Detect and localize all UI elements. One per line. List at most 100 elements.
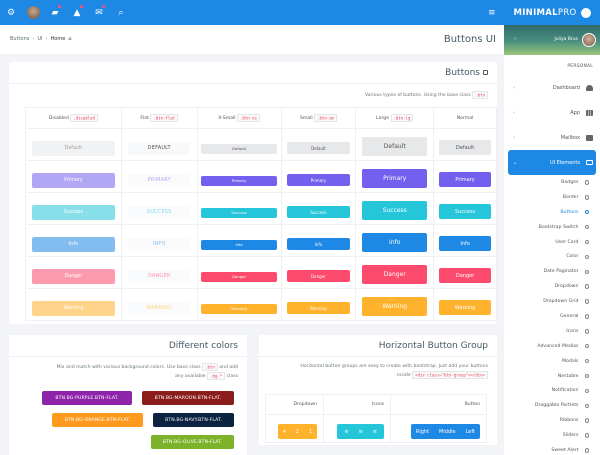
circle-icon: [584, 403, 589, 409]
code-snippet: .btn-sm: [314, 113, 337, 122]
info-sm-button[interactable]: Info: [286, 238, 350, 251]
sidebar-item-ui-elements[interactable]: ⌄ UI Elements: [508, 150, 596, 175]
external-link-icon[interactable]: [483, 70, 488, 75]
sidebar-subitem-notification[interactable]: Notification: [504, 383, 600, 398]
sidebar-subitem-bootstrap-switch[interactable]: Bootstrap Switch: [504, 220, 600, 235]
sidebar-subitem-dropdown-grid[interactable]: Dropdown Grid: [504, 294, 600, 309]
sidebar-subitem-draggable-portlets[interactable]: Draggable Portlets: [504, 398, 600, 413]
page-header: Buttons › UI › Home ⌂ Buttons UI: [0, 25, 504, 54]
warning-flat-button[interactable]: WARNING: [128, 301, 191, 315]
sidebar-subitem-ribbons[interactable]: Ribbons: [504, 413, 600, 428]
group-button-1[interactable]: 1: [308, 428, 312, 435]
message-icon[interactable]: ▰: [44, 0, 66, 25]
mail-icon[interactable]: ✉: [88, 0, 110, 25]
bg-navy-button[interactable]: BTN.BG-NAVY.BTN-FLAT.: [153, 413, 234, 427]
sidebar-subitem-sliders[interactable]: Sliders: [504, 428, 600, 443]
default-sm-button[interactable]: Default: [286, 142, 350, 155]
default-lg-button[interactable]: Default: [362, 137, 428, 156]
default-flat-button[interactable]: DEFAULT: [128, 141, 191, 155]
page-title: Buttons UI: [443, 34, 496, 45]
success-sm-button[interactable]: Success: [286, 206, 350, 219]
danger-disabled-button: Danger: [31, 268, 115, 284]
default-button[interactable]: Default: [439, 140, 492, 156]
bell-icon[interactable]: ▲: [66, 0, 88, 25]
success-flat-button[interactable]: SUCCESS: [128, 205, 191, 219]
sidebar-item-mailbox[interactable]: ‹ Mailbox: [504, 125, 600, 150]
circle-icon: [584, 254, 589, 260]
group-button-2[interactable]: 2: [295, 428, 299, 435]
info-flat-button[interactable]: INFO: [128, 237, 191, 251]
left-button[interactable]: Left: [465, 428, 475, 435]
user-avatar[interactable]: [22, 0, 44, 25]
primary-lg-button[interactable]: Primary: [362, 169, 428, 188]
sidebar-subitem-icons[interactable]: Icons: [504, 324, 600, 339]
sidebar-subitem-color[interactable]: Color: [504, 249, 600, 264]
sidebar-subitem-dropdown[interactable]: Dropdown: [504, 279, 600, 294]
circle-icon: [584, 358, 589, 364]
warning-lg-button[interactable]: Warning: [362, 297, 428, 316]
breadcrumb-buttons[interactable]: Buttons: [10, 36, 30, 42]
search-icon[interactable]: ⌕: [118, 7, 124, 18]
profile-avatar[interactable]: [582, 33, 596, 47]
sidebar-subitem-badges[interactable]: Badges: [504, 175, 600, 190]
sidebar-subitem-nestable[interactable]: Nestable: [504, 369, 600, 384]
user-name[interactable]: Juliya Brus: [554, 37, 578, 42]
home-icon[interactable]: ⌂: [68, 36, 72, 42]
sidebar-item-dashboard[interactable]: ‹ Dashboard: [504, 75, 600, 100]
info-button[interactable]: Info: [439, 236, 492, 252]
success-xs-button[interactable]: Success: [201, 207, 278, 218]
circle-icon: [584, 269, 589, 275]
danger-sm-button[interactable]: Danger: [286, 270, 350, 283]
success-button[interactable]: Success: [439, 204, 492, 220]
default-xs-button[interactable]: Default: [201, 143, 278, 154]
bg-purple-button[interactable]: BTN.BG-PURPLE.BTN-FLAT.: [42, 391, 132, 405]
danger-xs-button[interactable]: Danger: [201, 271, 278, 282]
danger-lg-button[interactable]: Danger: [362, 265, 428, 284]
sidebar-subitem-sweet-alert[interactable]: Sweet Alert: [504, 443, 600, 455]
chevron-left-icon[interactable]: ‹: [514, 36, 516, 42]
warning-xs-button[interactable]: Warning: [201, 303, 278, 314]
circle-icon: [584, 388, 589, 394]
desc-text: any available: [174, 374, 206, 379]
sidebar-item-app[interactable]: ‹ App: [504, 100, 600, 125]
brand-logo[interactable]: MINIMAL PRO: [504, 0, 600, 25]
breadcrumb-home[interactable]: Home: [50, 36, 66, 42]
col-dropdown: Dropdown: [265, 394, 324, 415]
info-lg-button[interactable]: Info: [362, 233, 428, 252]
bg-orange-button[interactable]: BTN.BG-ORANGE.BTN-FLAT.: [52, 413, 143, 427]
sidebar-subitem-modals[interactable]: Modals: [504, 354, 600, 369]
warning-button[interactable]: Warning: [439, 300, 492, 316]
warning-sm-button[interactable]: Warning: [286, 302, 350, 315]
sidebar-subitem-user-card[interactable]: User Card: [504, 235, 600, 250]
sidebar-subitem-border[interactable]: Border: [504, 190, 600, 205]
sidebar-subitem-date-paginator[interactable]: Date Paginator: [504, 264, 600, 279]
dropdown-toggle-button[interactable]: ▾: [283, 428, 286, 435]
sidebar-subitem-buttons[interactable]: Buttons: [504, 205, 600, 220]
sidebar-subitem-advanced-medias[interactable]: Advanced Medias: [504, 339, 600, 354]
right-button[interactable]: Right: [415, 428, 430, 435]
align-center-icon[interactable]: ≡: [358, 428, 363, 435]
circle-icon: [584, 418, 589, 423]
primary-flat-button[interactable]: PRIMARY: [128, 173, 191, 187]
align-left-icon[interactable]: ≡: [344, 428, 349, 435]
sidebar-item-label: App: [570, 109, 580, 116]
middle-button[interactable]: Middle: [439, 428, 456, 435]
bg-olive-button[interactable]: BTN.BG-OLIVE.BTN-FLAT.: [151, 435, 234, 449]
danger-button[interactable]: Danger: [439, 268, 492, 284]
info-xs-button[interactable]: Info: [201, 239, 278, 250]
gear-icon[interactable]: ⚙: [6, 7, 16, 18]
primary-xs-button[interactable]: Primary: [201, 175, 278, 186]
hamburger-menu-icon[interactable]: ≡: [488, 7, 496, 18]
card-description: Horizontal button groups are easy to cre…: [263, 363, 488, 380]
subitem-label: Sliders: [562, 433, 579, 439]
danger-flat-button[interactable]: DANGER: [128, 269, 191, 283]
primary-button[interactable]: Primary: [439, 172, 492, 188]
primary-sm-button[interactable]: Primary: [286, 174, 350, 187]
align-right-icon[interactable]: ≡: [372, 428, 377, 435]
info-disabled-button: Info: [31, 236, 115, 252]
success-lg-button[interactable]: Success: [362, 201, 428, 220]
breadcrumb-sep: ›: [32, 36, 35, 42]
bg-maroon-button[interactable]: BTN.BG-MAROON.BTN-FLAT.: [142, 391, 234, 405]
breadcrumb-ui[interactable]: UI: [37, 36, 43, 42]
sidebar-subitem-general[interactable]: General: [504, 309, 600, 324]
